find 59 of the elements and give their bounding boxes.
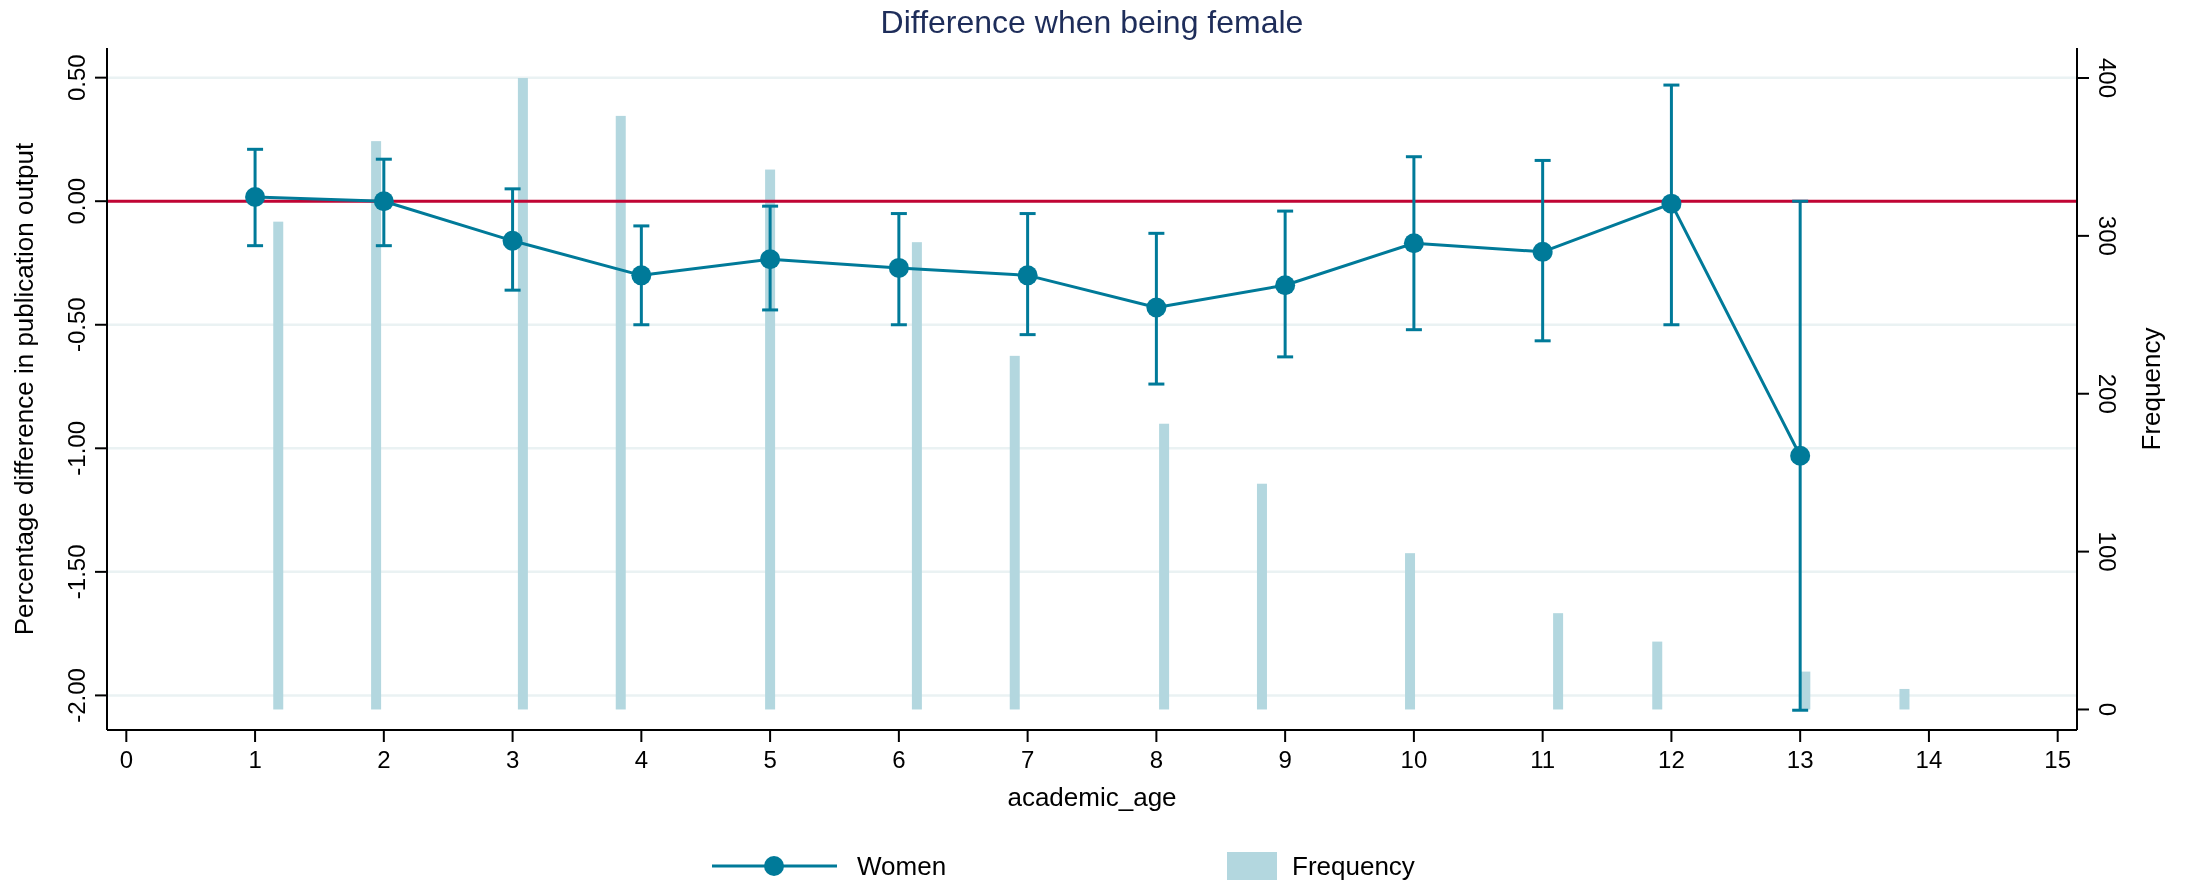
bar: [1899, 688, 1910, 710]
x-tick-label: 10: [1400, 746, 1428, 773]
y2-tick-label: 0: [2094, 702, 2121, 717]
x-tick-label: 9: [1278, 746, 1292, 773]
x-tick-label: 15: [2044, 746, 2072, 773]
y-axis-title: Percentage difference in publication output: [9, 142, 39, 636]
x-tick-label: 0: [119, 746, 133, 773]
y2-tick-label: 100: [2094, 531, 2121, 572]
x-tick-label: 4: [634, 746, 649, 773]
point: [1790, 445, 1811, 466]
point: [373, 191, 394, 212]
y2-tick-label: 300: [2094, 215, 2121, 256]
y-tick-label: -2.00: [63, 668, 90, 723]
bar: [1553, 613, 1564, 710]
y-tick-label: -1.50: [63, 544, 90, 600]
point: [888, 257, 909, 278]
bar: [1652, 641, 1663, 710]
y-tick-label: 0.50: [63, 54, 90, 102]
point: [245, 187, 266, 207]
x-tick-label: 5: [763, 746, 777, 773]
bar: [765, 169, 776, 710]
y2-axis-title: Frequency: [2136, 327, 2166, 451]
legend-label: Frequency: [1292, 851, 1415, 881]
bar: [911, 242, 922, 710]
x-tick-label: 11: [1530, 746, 1556, 773]
point: [631, 265, 652, 286]
point: [1146, 297, 1167, 318]
point: [1532, 241, 1553, 262]
x-tick-label: 7: [1020, 746, 1035, 773]
y-tick-label: 0.00: [63, 177, 90, 225]
bar: [615, 115, 626, 710]
point: [1661, 193, 1682, 214]
bar: [1256, 483, 1267, 710]
bar: [273, 221, 284, 710]
point: [502, 230, 523, 251]
point: [760, 249, 781, 270]
point: [1275, 275, 1296, 296]
x-tick-label: 6: [892, 746, 906, 773]
y-tick-label: -0.50: [63, 297, 90, 353]
bar: [371, 141, 382, 710]
x-tick-label: 13: [1786, 746, 1814, 773]
x-tick-label: 2: [377, 746, 391, 773]
x-tick-label: 14: [1915, 746, 1943, 773]
x-tick-label: 1: [248, 746, 262, 773]
legend-label: Women: [857, 851, 947, 881]
bar: [1009, 355, 1020, 710]
x-tick-label: 8: [1149, 746, 1164, 773]
x-tick-label: 3: [505, 746, 520, 773]
y-tick-label: -1.00: [63, 420, 90, 476]
bar: [1405, 553, 1416, 710]
chart-title: Difference when being female: [880, 4, 1304, 40]
bar: [517, 78, 528, 710]
x-tick-label: 12: [1658, 746, 1685, 773]
point: [1403, 233, 1424, 254]
y2-tick-label: 200: [2094, 373, 2121, 414]
point: [1017, 265, 1038, 286]
x-axis-title: academic_age: [1007, 782, 1177, 812]
y2-tick-label: 400: [2094, 57, 2121, 99]
bar: [1159, 423, 1170, 710]
